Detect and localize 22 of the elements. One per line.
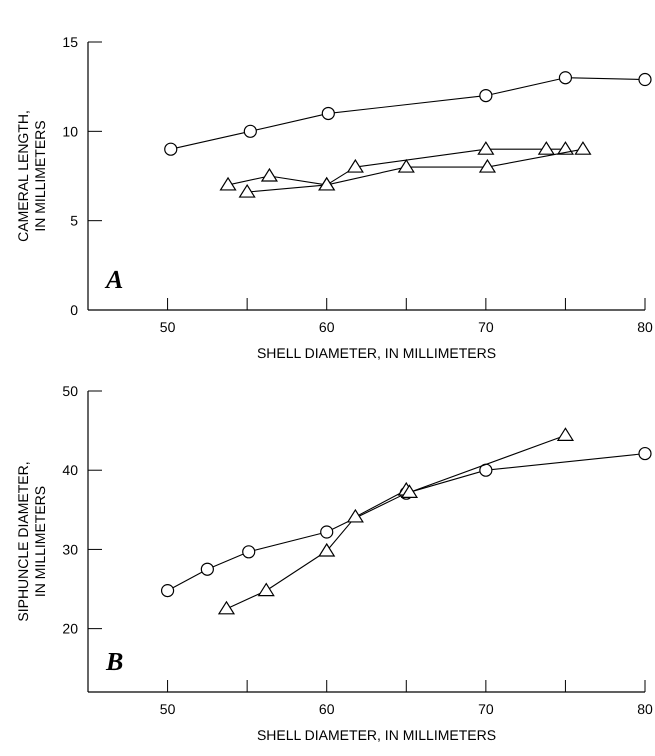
y-tick-label: 30 — [62, 541, 78, 558]
x-tick-label: 70 — [478, 701, 494, 717]
x-tick-label: 50 — [160, 319, 176, 335]
x-axis-title: SHELL DIAMETER, IN MILLIMETERS — [256, 727, 496, 743]
y-tick-label: 15 — [62, 34, 78, 50]
y-tick-label: 10 — [62, 123, 78, 140]
x-tick-label: 80 — [637, 319, 653, 335]
x-tick-label: 50 — [160, 701, 176, 717]
y-axis-title: CAMERAL LENGTH, IN MILLIMETERS — [15, 110, 48, 242]
y-tick-label: 50 — [62, 383, 78, 399]
y-tick-label: 20 — [62, 620, 78, 637]
x-tick-label: 60 — [318, 701, 335, 717]
x-tick-label: 60 — [318, 319, 335, 335]
x-axis-title: SHELL DIAMETER, IN MILLIMETERS — [256, 345, 496, 361]
annotation: B — [105, 647, 124, 676]
x-tick-label: 80 — [637, 701, 653, 717]
y-axis-title: SIPHUNCLE DIAMETER, IN MILLIMETERS — [15, 461, 48, 622]
y-tick-label: 5 — [70, 212, 78, 229]
x-tick-label: 70 — [478, 319, 494, 335]
y-tick-label: 40 — [62, 462, 78, 478]
y-tick-label: 0 — [70, 302, 78, 318]
annotation: A — [104, 265, 124, 294]
